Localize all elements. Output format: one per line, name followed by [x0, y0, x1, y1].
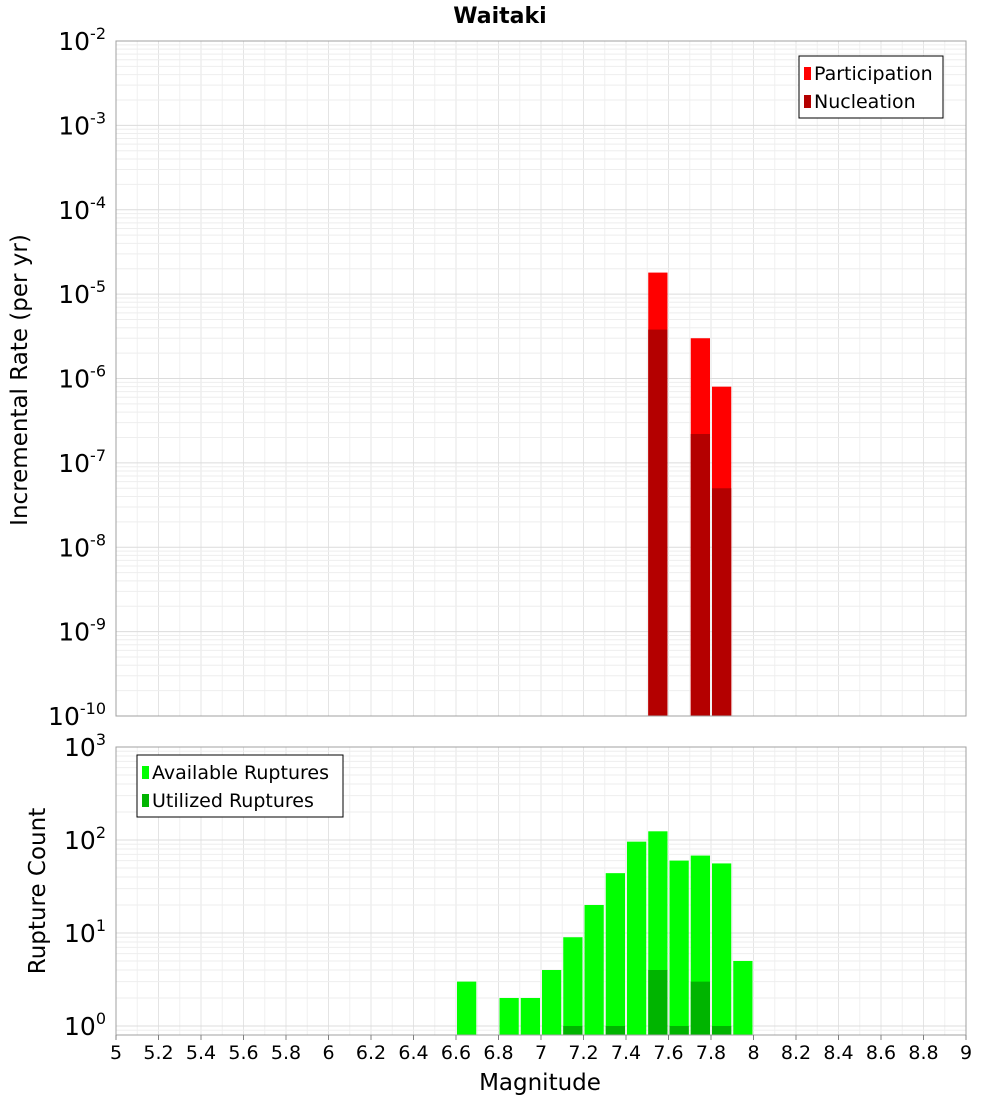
bottom-legend-swatch: [142, 794, 149, 807]
top-bars: [648, 272, 732, 716]
bottom-bar-s1: [457, 981, 477, 1035]
x-tick-label: 7.2: [568, 1042, 598, 1064]
top-legend-swatch: [804, 67, 811, 80]
bottom-legend-swatch: [142, 766, 149, 779]
x-tick-label: 6.6: [441, 1042, 471, 1064]
top-legend: Participation Nucleation: [798, 55, 944, 119]
x-tick-label: 5.8: [271, 1042, 301, 1064]
x-tick-label: 8.4: [823, 1042, 853, 1064]
x-axis-label: Magnitude: [479, 1070, 601, 1096]
bottom-bar-s1: [627, 841, 647, 1035]
x-tick-label: 8.2: [781, 1042, 811, 1064]
bottom-bar-s1: [584, 904, 604, 1035]
bottom-bars: [457, 831, 753, 1035]
x-tick-label: 5.4: [186, 1042, 216, 1064]
bottom-legend-label: Utilized Ruptures: [152, 790, 314, 812]
top-plot-frame: [115, 40, 967, 717]
top-legend-box: [798, 55, 944, 119]
bottom-bar-s1: [733, 960, 753, 1035]
x-tick-label: 6.8: [483, 1042, 513, 1064]
bottom-bar-s1: [499, 997, 519, 1035]
x-tick-label: 5: [110, 1042, 122, 1064]
bottom-bar-s2: [648, 969, 668, 1035]
x-tick-label: 9: [960, 1042, 972, 1064]
top-y-axis-label: Incremental Rate (per yr): [7, 234, 33, 526]
top-ytick-label: 10-8: [58, 530, 106, 562]
bottom-legend-label: Available Ruptures: [152, 762, 329, 784]
x-tick-label: 8.6: [866, 1042, 896, 1064]
top-ytick-label: 10-4: [58, 193, 106, 225]
top-ytick-label: 10-5: [58, 277, 106, 309]
top-legend-swatch: [804, 95, 811, 108]
top-bar-s2: [648, 329, 668, 716]
top-ytick-label: 10-3: [58, 108, 106, 140]
top-ytick-label: 10-7: [58, 446, 106, 478]
bottom-ytick-label: 103: [64, 730, 106, 762]
bottom-bar-s2: [563, 1025, 583, 1035]
x-tick-label: 7.6: [653, 1042, 683, 1064]
top-legend-label: Nucleation: [814, 91, 916, 113]
bottom-bar-s1: [542, 969, 562, 1035]
bottom-y-axis-label: Rupture Count: [25, 808, 51, 974]
top-bar-s2: [712, 488, 732, 716]
bottom-legend-box: [136, 754, 344, 818]
top-ytick-label: 10-10: [48, 699, 106, 731]
bottom-bar-s1: [605, 873, 625, 1035]
x-tick-label: 8: [747, 1042, 759, 1064]
bottom-bar-s2: [712, 1025, 732, 1035]
bottom-ytick-label: 101: [64, 916, 106, 948]
bottom-bar-s1: [669, 860, 689, 1035]
top-grid: [115, 40, 967, 717]
chart-title: Waitaki: [453, 4, 546, 29]
bottom-bar-s2: [605, 1025, 625, 1035]
x-tick-label: 7.8: [696, 1042, 726, 1064]
bottom-bar-s1: [520, 997, 540, 1035]
x-tick-label: 7: [535, 1042, 547, 1064]
x-tick-label: 8.8: [908, 1042, 938, 1064]
x-tick-label: 7.4: [611, 1042, 641, 1064]
x-tick-label: 6.2: [356, 1042, 386, 1064]
bottom-legend: Available Ruptures Utilized Ruptures: [136, 754, 344, 818]
top-bar-s2: [690, 433, 710, 716]
x-tick-label: 6.4: [398, 1042, 428, 1064]
bottom-bar-s1: [712, 863, 732, 1035]
bottom-bar-s2: [690, 981, 710, 1035]
bottom-ytick-label: 102: [64, 823, 106, 855]
x-tick-label: 6: [322, 1042, 334, 1064]
top-legend-label: Participation: [814, 63, 933, 85]
x-tick-label: 5.6: [228, 1042, 258, 1064]
top-ytick-label: 10-2: [58, 24, 106, 56]
bottom-ytick-label: 100: [64, 1009, 106, 1041]
x-tick-label: 5.2: [143, 1042, 173, 1064]
top-ytick-label: 10-6: [58, 362, 106, 394]
bottom-bar-s2: [669, 1025, 689, 1035]
bottom-bar-s1: [563, 937, 583, 1035]
top-ytick-label: 10-9: [58, 615, 106, 647]
